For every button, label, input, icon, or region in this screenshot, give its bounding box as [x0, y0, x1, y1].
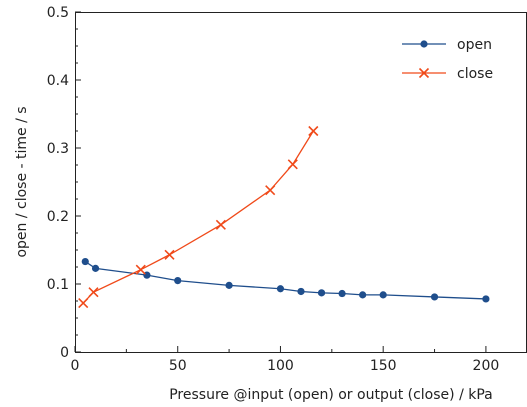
legend-label: close: [457, 66, 493, 82]
y-tick-label: 0: [60, 345, 69, 361]
data-point-open: [379, 291, 387, 299]
data-point-open: [338, 289, 346, 298]
data-point-open: [81, 257, 89, 266]
data-point-close: [215, 219, 226, 230]
data-point-open: [482, 295, 490, 303]
x-axis-label: Pressure @input (open) or output (close)…: [169, 387, 493, 403]
y-tick-label: 0.5: [47, 5, 69, 21]
legend-marker: [420, 40, 428, 48]
x-tick-label: 200: [473, 358, 500, 374]
data-point-open: [297, 287, 305, 296]
legend-label: open: [457, 37, 492, 53]
data-point-close: [78, 297, 89, 309]
data-point-close: [164, 249, 175, 260]
y-tick-label: 0.2: [47, 209, 69, 225]
x-tick-label: 0: [71, 358, 80, 374]
data-point-close: [265, 185, 276, 196]
y-tick-label: 0.1: [47, 277, 69, 293]
data-point-open: [225, 281, 233, 289]
series-close: [78, 125, 319, 309]
x-tick-label: 100: [267, 358, 294, 374]
data-point-open: [276, 285, 285, 293]
data-point-close: [88, 287, 99, 298]
series-line-close: [82, 130, 314, 304]
y-tick-label: 0.4: [47, 73, 69, 89]
data-point-open: [174, 277, 182, 285]
data-point-close: [135, 264, 146, 275]
y-axis-label: open / close - time / s: [14, 106, 30, 257]
ticks-layer: 0 0.1 0.2 0.3 0.4 0.5 0 50 100 150 200: [47, 5, 500, 374]
y-tick-label: 0.3: [47, 141, 69, 157]
series-layer: [78, 125, 490, 309]
series-open: [81, 257, 490, 303]
data-point-close: [287, 159, 298, 170]
data-point-close: [308, 125, 319, 137]
legend-marker: [418, 67, 430, 79]
legend: open close: [402, 37, 493, 82]
data-point-open: [317, 289, 326, 297]
legend-item-close: close: [402, 66, 493, 82]
data-point-open: [359, 291, 367, 299]
x-tick-label: 150: [370, 358, 397, 374]
data-point-open: [91, 264, 100, 272]
plot-area-frame: [75, 12, 527, 353]
legend-item-open: open: [402, 37, 492, 53]
data-point-open: [430, 293, 439, 301]
x-tick-label: 50: [169, 358, 187, 374]
